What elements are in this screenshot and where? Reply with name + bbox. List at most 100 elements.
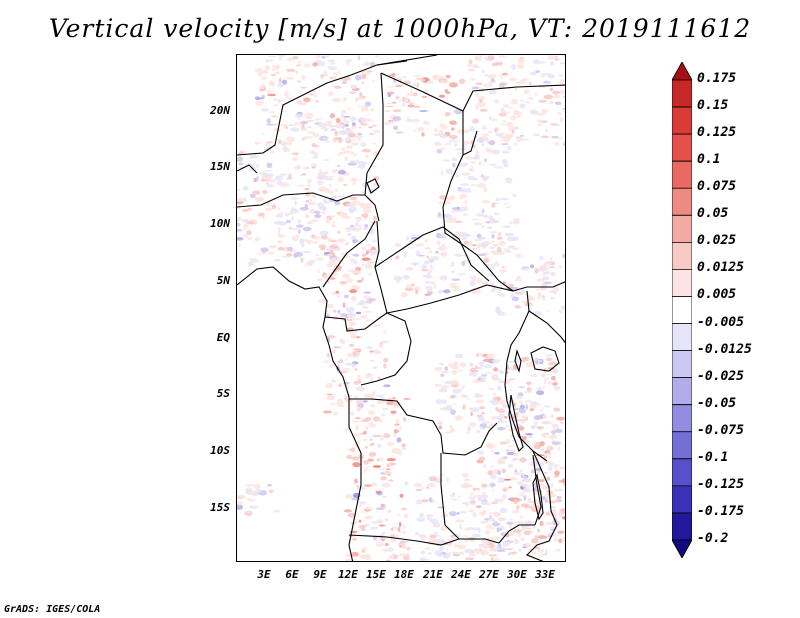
- field-blob: [380, 503, 386, 508]
- border-north-3: [380, 72, 565, 292]
- field-blob: [515, 253, 522, 259]
- field-blob: [372, 366, 378, 369]
- field-blob: [337, 176, 344, 182]
- field-blob: [543, 455, 548, 459]
- field-blob: [469, 407, 472, 410]
- field-blob: [441, 513, 449, 518]
- field-blob: [475, 104, 479, 110]
- field-blob: [434, 383, 442, 387]
- field-blob: [473, 494, 482, 498]
- field-blob: [515, 115, 521, 118]
- field-blob: [260, 83, 266, 90]
- field-blob: [361, 213, 369, 219]
- field-blob: [457, 273, 466, 276]
- field-blob: [286, 68, 296, 72]
- field-blob: [529, 408, 534, 411]
- field-blob: [328, 65, 333, 70]
- field-blob: [311, 166, 316, 169]
- field-blob: [300, 257, 304, 263]
- field-blob: [425, 486, 430, 489]
- field-blob: [411, 234, 420, 237]
- field-blob: [273, 104, 279, 107]
- field-blob: [267, 55, 276, 58]
- field-blob: [506, 548, 514, 551]
- field-blob: [325, 55, 330, 58]
- field-blob: [479, 406, 486, 410]
- field-blob: [528, 81, 532, 86]
- colorbar-bin: [672, 269, 692, 297]
- field-blob: [507, 361, 516, 363]
- field-blob: [481, 412, 485, 415]
- field-blob: [346, 352, 353, 358]
- field-blob: [547, 500, 557, 504]
- field-blob: [420, 550, 426, 555]
- field-blob: [296, 64, 302, 67]
- field-blob: [450, 395, 455, 399]
- field-blob: [484, 74, 489, 77]
- field-blob: [525, 542, 531, 548]
- field-blob: [440, 80, 449, 84]
- field-blob: [256, 175, 259, 182]
- field-blob: [345, 278, 354, 283]
- field-blob: [476, 138, 485, 143]
- field-blob: [333, 76, 337, 81]
- field-blob: [540, 285, 544, 290]
- field-blob: [454, 220, 463, 224]
- field-blob: [434, 531, 438, 535]
- field-blob: [274, 258, 282, 262]
- field-blob: [416, 519, 426, 522]
- field-blob: [498, 399, 507, 405]
- field-blob: [369, 526, 379, 530]
- field-blob: [332, 309, 337, 313]
- field-blob: [394, 554, 397, 560]
- field-blob: [319, 230, 329, 236]
- field-blob: [505, 438, 511, 444]
- field-blob: [365, 425, 369, 431]
- field-blob: [536, 390, 545, 396]
- field-blob: [438, 253, 446, 255]
- lon-label-9e: 9E: [313, 568, 327, 581]
- field-blob: [260, 247, 269, 252]
- field-blob: [467, 175, 475, 181]
- field-blob: [344, 428, 351, 432]
- field-blob: [332, 195, 338, 198]
- field-blob: [550, 271, 556, 277]
- field-blob: [364, 223, 369, 228]
- field-blob: [325, 178, 334, 181]
- field-blob: [537, 123, 542, 127]
- field-blob: [540, 409, 544, 412]
- field-blob: [383, 357, 389, 363]
- field-blob: [345, 120, 350, 126]
- field-blob: [463, 140, 468, 146]
- field-blob: [294, 113, 304, 119]
- field-blob: [325, 217, 331, 223]
- field-blob: [433, 132, 442, 137]
- field-blob: [476, 429, 481, 433]
- field-blob: [414, 289, 419, 295]
- field-blob: [329, 261, 338, 268]
- field-blob: [508, 399, 514, 403]
- field-blob: [492, 522, 501, 527]
- field-blob: [477, 101, 486, 108]
- field-blob: [532, 133, 541, 137]
- lat-label-15s: 15S: [210, 501, 230, 514]
- field-blob: [421, 79, 425, 82]
- field-blob: [321, 211, 326, 215]
- field-blob: [375, 490, 382, 494]
- field-blob: [299, 206, 309, 211]
- field-blob: [520, 138, 530, 141]
- field-blob: [362, 295, 372, 299]
- field-blob: [291, 235, 299, 242]
- field-blob: [495, 197, 501, 202]
- field-blob: [454, 353, 464, 359]
- map-canvas: [237, 55, 565, 561]
- field-blob: [361, 277, 364, 281]
- field-blob: [360, 75, 367, 80]
- field-blob: [277, 247, 285, 251]
- field-blob: [336, 165, 341, 167]
- field-blob: [488, 89, 497, 95]
- country-borders: [237, 55, 565, 561]
- field-blob: [513, 218, 520, 222]
- lat-label-15n: 15N: [210, 160, 230, 173]
- field-blob: [545, 521, 554, 526]
